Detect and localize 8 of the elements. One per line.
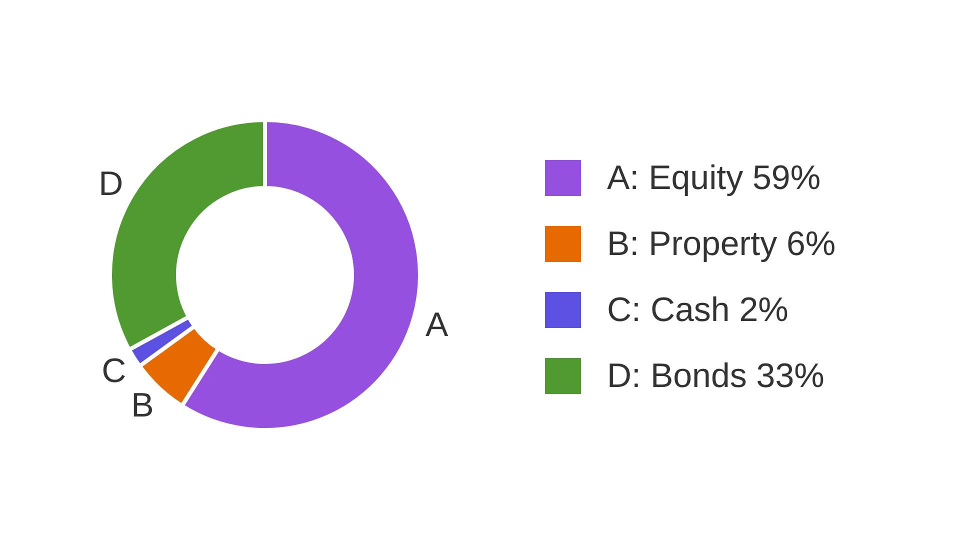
text: A [426, 306, 449, 344]
legend-label: C: Cash 2% [607, 290, 788, 330]
text: C [102, 352, 126, 390]
text: B [131, 386, 154, 424]
legend-label: D: Bonds 33% [607, 356, 824, 396]
text: D [98, 164, 124, 203]
legend-label: B: Property 6% [607, 224, 836, 264]
legend-label: A: Equity 59% [607, 158, 821, 198]
